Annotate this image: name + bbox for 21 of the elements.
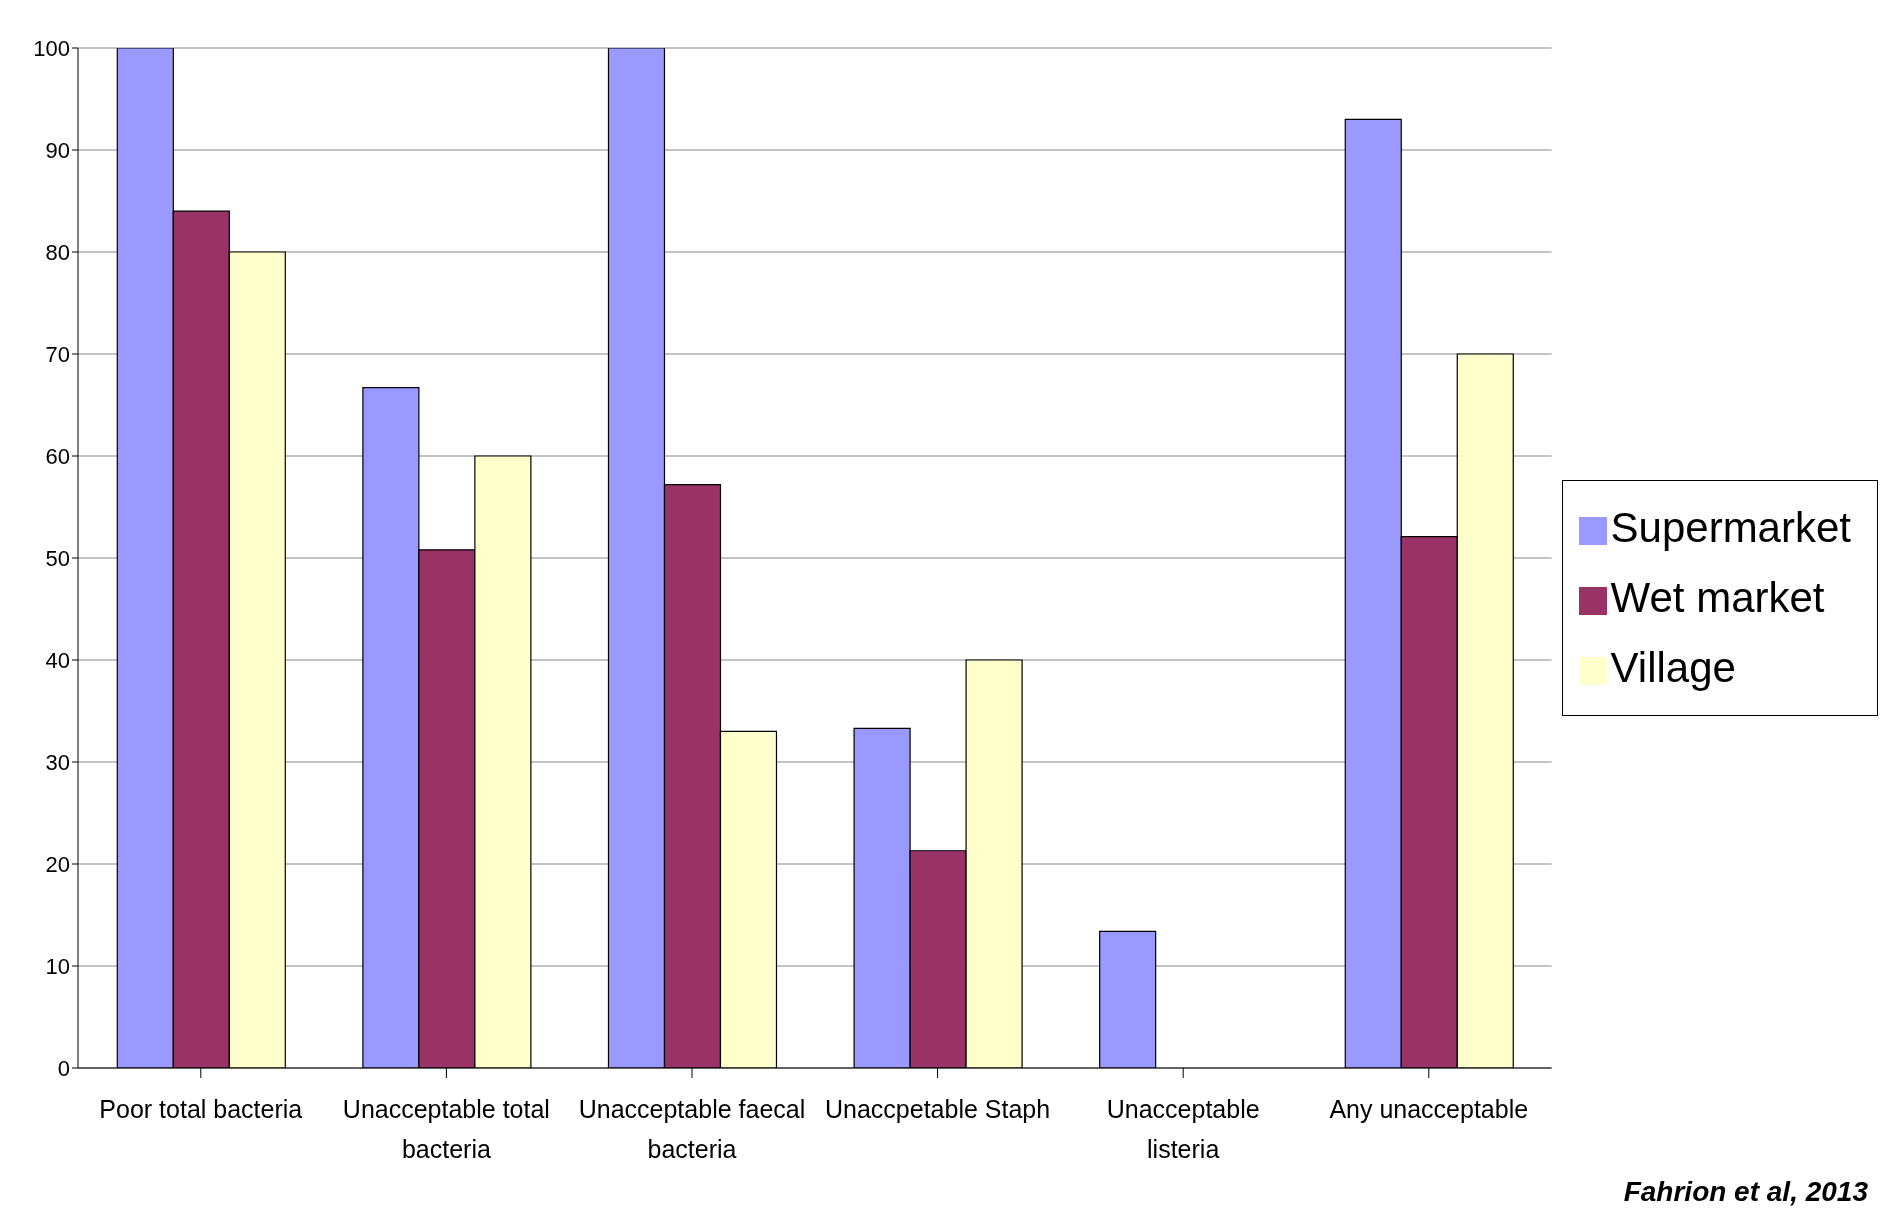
legend-label: Supermarket bbox=[1610, 504, 1851, 551]
y-tick-label: 90 bbox=[45, 137, 70, 163]
text: Fahrion et al, 2013 bbox=[1623, 1176, 1868, 1208]
x-tick-label: Unacceptable total bacteria bbox=[342, 1095, 550, 1163]
y-tick-label: 100 bbox=[33, 35, 70, 61]
x-tick-label: Unacceptable faecal bacteria bbox=[578, 1095, 806, 1163]
legend-label: Wet market bbox=[1610, 574, 1825, 621]
x-tick-label: Unaccpetable Staph bbox=[824, 1095, 1051, 1123]
x-tick-label: Any unacceptable bbox=[1329, 1095, 1529, 1123]
y-tick-label: 70 bbox=[45, 341, 70, 367]
y-tick-label: 0 bbox=[57, 1055, 70, 1081]
y-tick-label: 60 bbox=[45, 443, 70, 469]
y-tick-label: 30 bbox=[45, 749, 70, 775]
x-tick-label: Unacceptable listeria bbox=[1106, 1095, 1260, 1163]
y-tick-label: 20 bbox=[45, 851, 70, 877]
y-tick-label: 40 bbox=[45, 647, 70, 673]
x-tick-label: Poor total bacteria bbox=[99, 1095, 303, 1123]
legend-label: Village bbox=[1610, 644, 1736, 691]
y-tick-label: 80 bbox=[45, 239, 70, 265]
y-tick-label: 10 bbox=[45, 953, 70, 979]
y-tick-label: 50 bbox=[45, 545, 70, 571]
